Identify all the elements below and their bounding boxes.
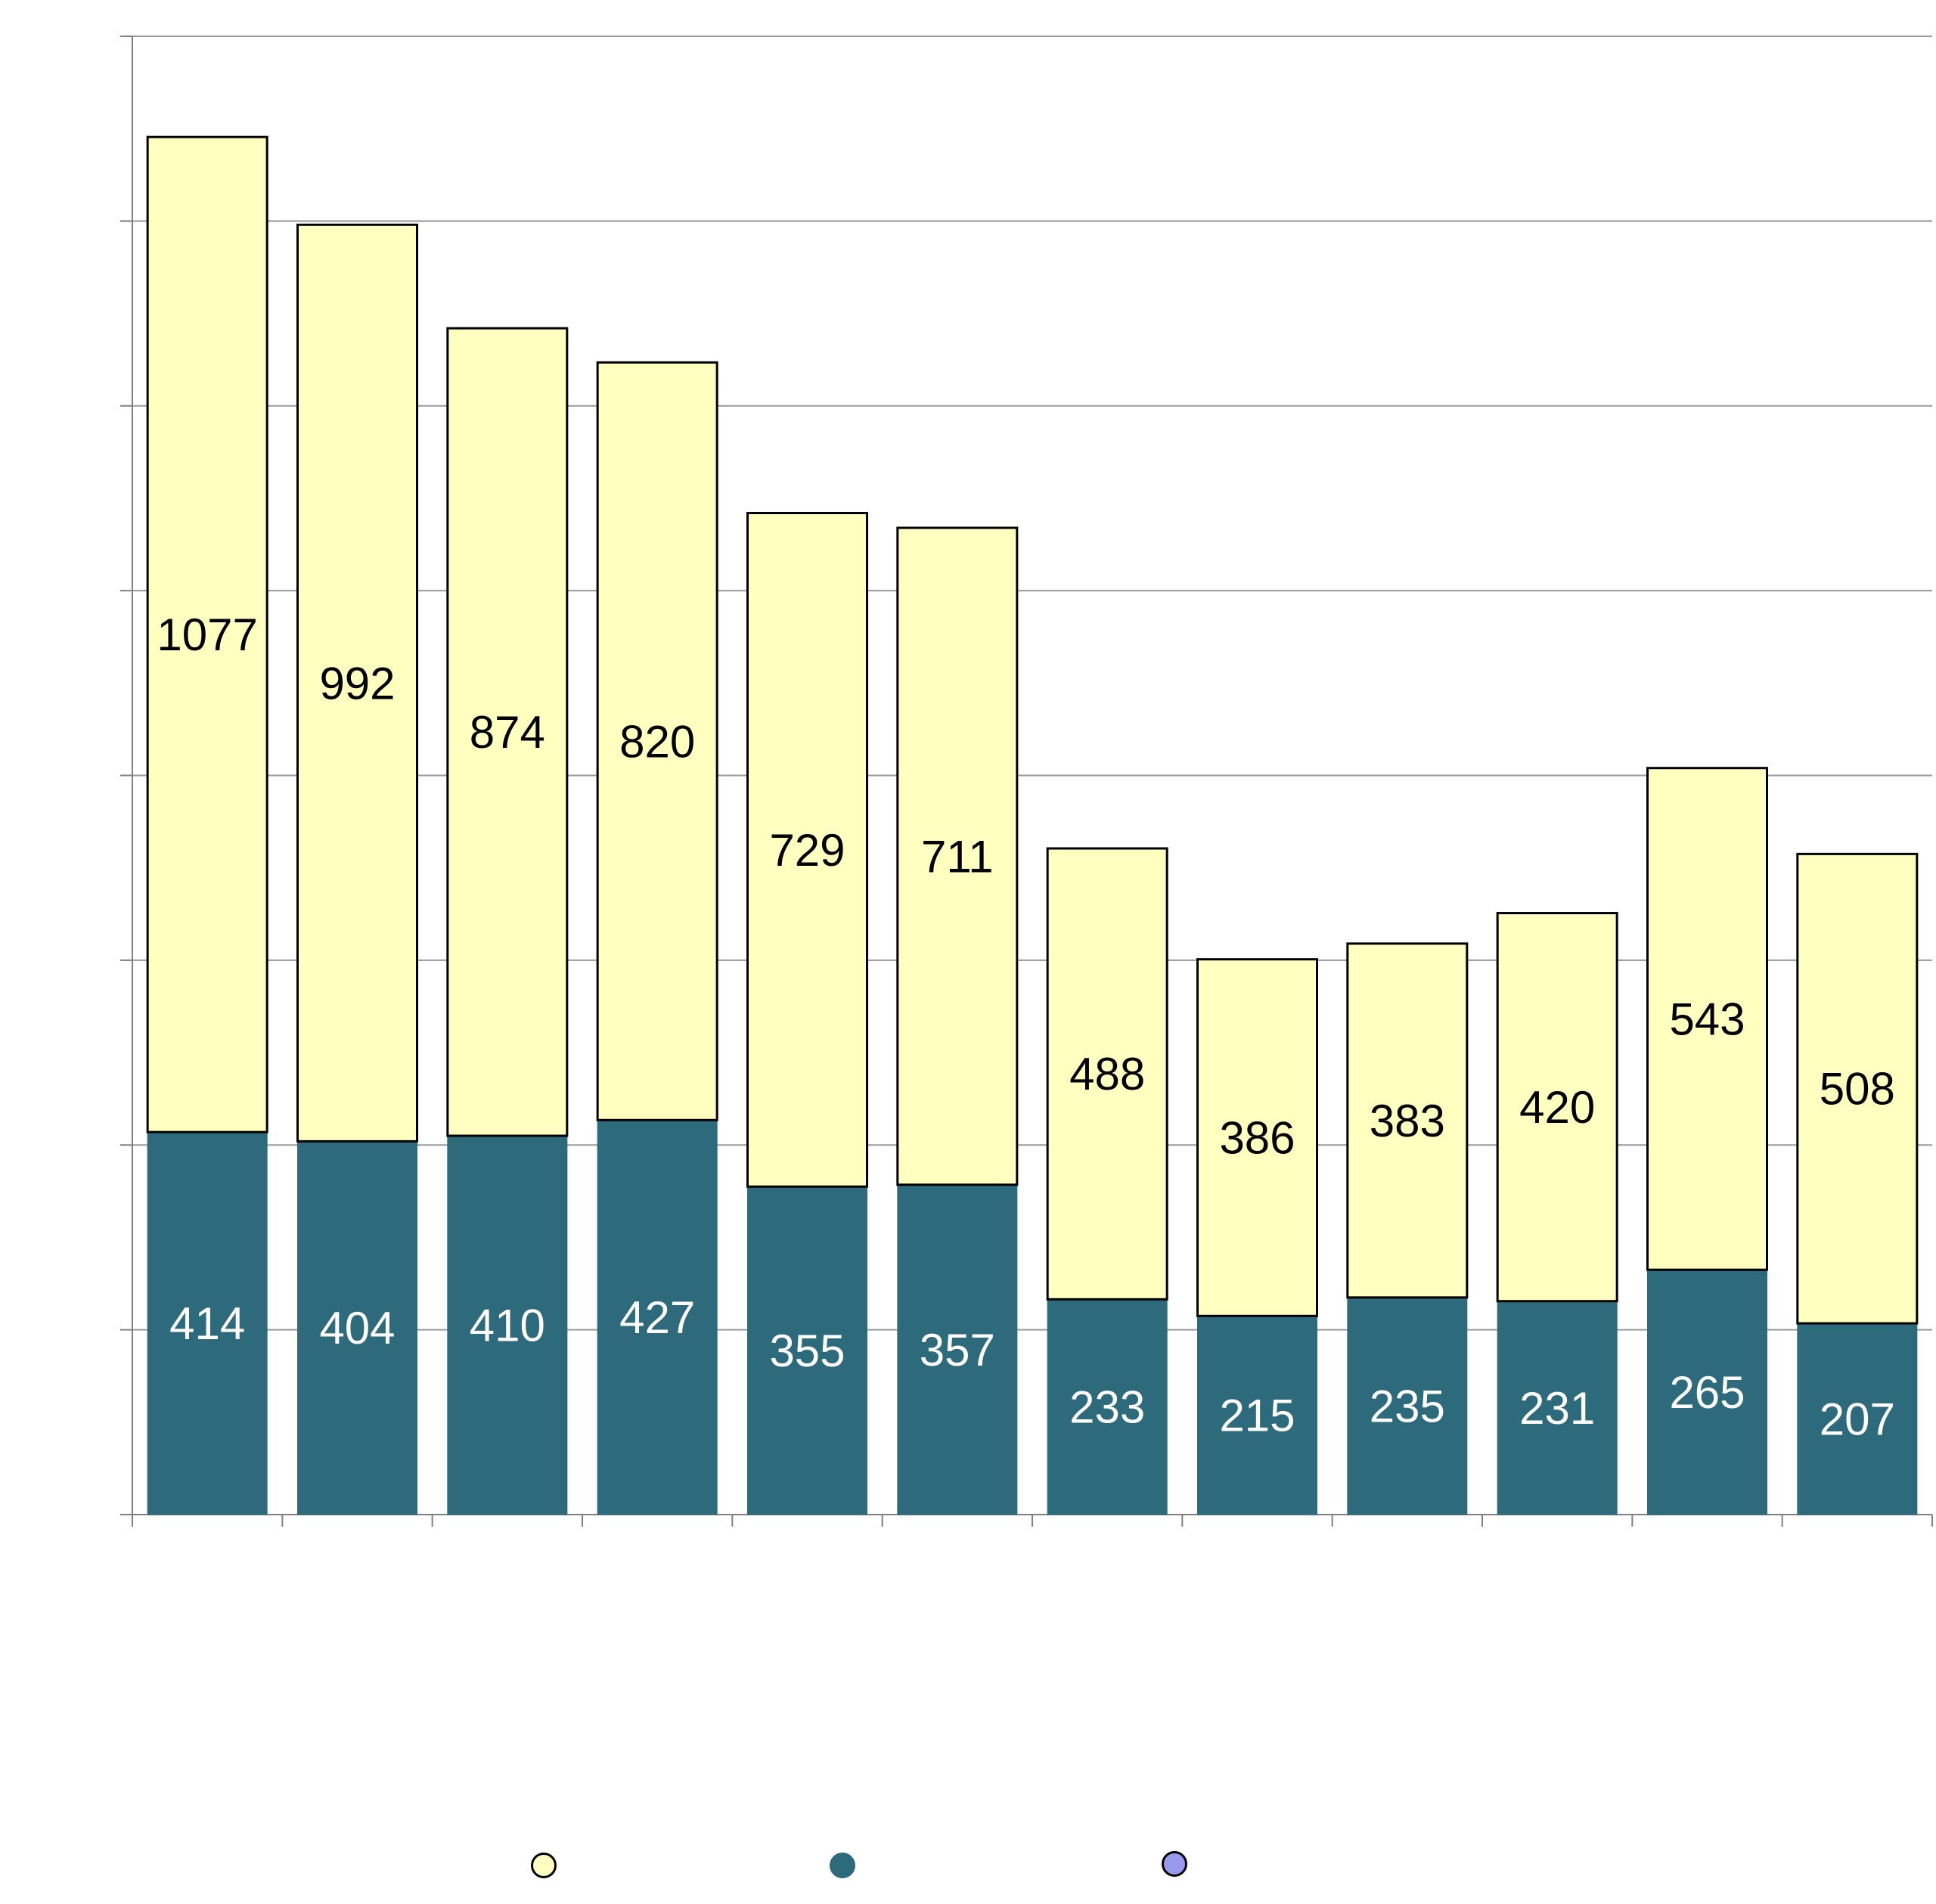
bar-lower-segment — [1497, 1301, 1618, 1515]
bar-upper-segment — [1646, 767, 1768, 1271]
bar-lower-segment — [147, 1131, 268, 1515]
data-label-lower: 215 — [1219, 1391, 1295, 1441]
bar-upper-segment — [1796, 852, 1919, 1325]
data-labels: 414 1077 404 992 410 874 427 820 355 729 357 711 233… — [157, 609, 1894, 1444]
data-label-lower: 235 — [1370, 1381, 1445, 1431]
data-label-lower: 404 — [319, 1303, 395, 1354]
legend-marker-upper-series — [531, 1853, 557, 1878]
data-label-lower: 207 — [1820, 1394, 1895, 1445]
bar-lower-segment — [447, 1135, 568, 1515]
data-label-upper: 1077 — [157, 609, 257, 660]
bar-lower-segment — [1047, 1298, 1168, 1515]
legend-marker-third-series — [1162, 1851, 1187, 1877]
data-label-lower: 231 — [1519, 1383, 1595, 1434]
bar-lower-segment — [1797, 1323, 1918, 1515]
axes — [120, 36, 1933, 1527]
bar-upper-segment — [296, 223, 418, 1143]
data-label-upper: 711 — [921, 831, 994, 882]
data-label-upper: 543 — [1669, 994, 1745, 1044]
data-label-lower: 265 — [1669, 1367, 1745, 1418]
data-label-lower: 414 — [169, 1298, 245, 1349]
bar-upper-segment — [596, 361, 718, 1121]
data-label-upper: 992 — [319, 658, 395, 709]
data-label-upper: 420 — [1519, 1082, 1595, 1133]
data-label-lower: 427 — [619, 1292, 695, 1343]
bar-upper-segment — [1046, 847, 1168, 1301]
bar-upper-segment — [446, 327, 569, 1137]
gridlines — [132, 36, 1932, 1331]
data-label-upper: 383 — [1370, 1096, 1445, 1146]
data-label-upper: 488 — [1069, 1049, 1145, 1099]
data-label-lower: 410 — [470, 1301, 545, 1351]
bar-lower-segment — [597, 1119, 718, 1515]
bar-upper-segment — [1496, 912, 1618, 1303]
bar-lower-segment — [1197, 1315, 1317, 1515]
data-label-upper: 729 — [769, 825, 845, 876]
legend-marker-lower-series — [830, 1853, 855, 1878]
data-label-upper: 386 — [1219, 1112, 1295, 1163]
data-label-upper: 874 — [470, 707, 545, 758]
data-label-upper: 820 — [619, 716, 695, 767]
data-label-lower: 355 — [769, 1326, 845, 1376]
bar-upper-segment — [146, 135, 268, 1133]
bar-lower-segment — [297, 1140, 417, 1515]
bar-lower-segment — [1647, 1269, 1767, 1515]
data-label-upper: 508 — [1820, 1064, 1895, 1115]
bar-upper-segment — [896, 526, 1019, 1186]
bar-upper-segment — [1196, 958, 1318, 1317]
bar-lower-segment — [897, 1184, 1018, 1515]
bar-lower-segment — [747, 1186, 867, 1515]
data-label-lower: 233 — [1069, 1382, 1145, 1433]
bar-upper-segment — [746, 511, 868, 1188]
legend — [0, 1839, 1936, 1892]
data-label-lower: 357 — [920, 1325, 995, 1375]
bar-lower-segment — [1347, 1297, 1468, 1515]
bars — [146, 135, 1919, 1515]
bar-upper-segment — [1346, 942, 1469, 1299]
